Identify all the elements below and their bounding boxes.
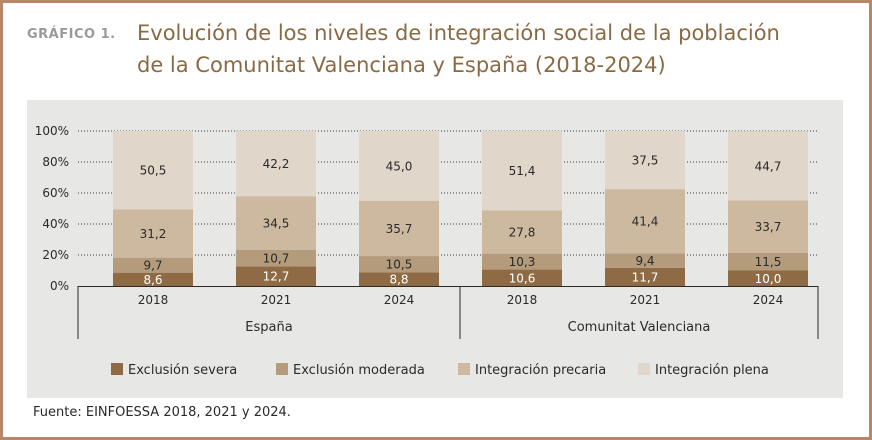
legend-label: Integración plena bbox=[655, 363, 769, 378]
bar-segment bbox=[359, 200, 439, 257]
legend-swatch bbox=[111, 363, 123, 375]
bar-value-label: 11,7 bbox=[632, 270, 659, 284]
bar-segment bbox=[236, 266, 316, 286]
bar-value-label: 42,2 bbox=[263, 157, 290, 171]
bar-segment bbox=[113, 209, 193, 258]
source-note: Fuente: EINFOESSA 2018, 2021 y 2024. bbox=[33, 405, 291, 420]
bar-value-label: 37,5 bbox=[632, 154, 659, 168]
stacked-bar-chart: 0% 20% 40% 60% 80% 100% 8,69,7 31,2 50,5 12,7 10,7… bbox=[35, 124, 819, 378]
legend-label: Exclusión moderada bbox=[293, 363, 425, 378]
bar-segment bbox=[728, 200, 808, 253]
bar-segment bbox=[359, 131, 439, 201]
bar-value-label: 10,6 bbox=[509, 271, 536, 285]
bar-segment bbox=[605, 131, 685, 190]
x-tick-label: 2018 bbox=[507, 293, 538, 307]
bar-value-label: 35,7 bbox=[386, 222, 413, 236]
x-tick-label: 2021 bbox=[630, 293, 661, 307]
bar-value-label: 10,3 bbox=[509, 255, 536, 269]
legend-swatch bbox=[276, 363, 288, 375]
y-tick-label: 60% bbox=[42, 186, 69, 200]
bar-value-label: 8,8 bbox=[389, 273, 408, 287]
bar-segment bbox=[605, 267, 685, 286]
bar-segment bbox=[236, 249, 316, 267]
y-tick-label: 40% bbox=[42, 217, 69, 231]
bar-segment bbox=[605, 189, 685, 254]
x-tick-label: 2024 bbox=[753, 293, 784, 307]
legend-swatch bbox=[638, 363, 650, 375]
bar-value-label: 27,8 bbox=[509, 226, 536, 240]
bar-value-label: 10,7 bbox=[263, 252, 290, 266]
y-tick-label: 20% bbox=[42, 248, 69, 262]
bar-segment bbox=[236, 130, 316, 197]
bar-segment bbox=[359, 256, 439, 273]
group-label: España bbox=[245, 320, 292, 335]
bar-value-label: 50,5 bbox=[140, 164, 167, 178]
bar-value-label: 8,6 bbox=[143, 273, 162, 287]
bar-value-label: 51,4 bbox=[509, 164, 536, 178]
bar-value-label: 9,7 bbox=[143, 259, 162, 273]
x-tick-label: 2018 bbox=[138, 293, 169, 307]
bar-segment bbox=[482, 210, 562, 254]
bar-segment bbox=[728, 252, 808, 271]
bar-segment bbox=[482, 130, 562, 211]
bar-value-label: 10,5 bbox=[386, 258, 413, 272]
bar-value-label: 41,4 bbox=[632, 215, 659, 229]
bar-segment bbox=[236, 196, 316, 250]
bar-value-label: 33,7 bbox=[755, 220, 782, 234]
y-tick-label: 80% bbox=[42, 155, 69, 169]
y-tick-label: 100% bbox=[35, 124, 69, 138]
bar-segment bbox=[728, 131, 808, 201]
bar-segment bbox=[728, 270, 808, 286]
legend-swatch bbox=[458, 363, 470, 375]
group-label: Comunitat Valenciana bbox=[568, 320, 711, 335]
bar-segment bbox=[482, 253, 562, 270]
bar-value-label: 11,5 bbox=[755, 255, 782, 269]
bar-segment bbox=[113, 131, 193, 210]
bar-segment bbox=[113, 272, 193, 286]
bar-value-label: 31,2 bbox=[140, 227, 167, 241]
bar-segment bbox=[482, 269, 562, 286]
chart-title-line-2: de la Comunitat Valenciana y España (201… bbox=[137, 53, 666, 77]
bar-value-label: 44,7 bbox=[755, 159, 782, 173]
bar-value-label: 12,7 bbox=[263, 270, 290, 284]
bar-value-label: 34,5 bbox=[263, 216, 290, 230]
legend-label: Exclusión severa bbox=[128, 363, 237, 378]
x-tick-label: 2021 bbox=[261, 293, 292, 307]
y-tick-label: 0% bbox=[50, 279, 69, 293]
legend-label: Integración precaria bbox=[475, 363, 606, 378]
chart-title: Evolución de los niveles de integración … bbox=[137, 17, 837, 81]
x-tick-label: 2024 bbox=[384, 293, 415, 307]
bar-value-label: 10,0 bbox=[755, 272, 782, 286]
bar-segment bbox=[113, 257, 193, 273]
figure-label: GRÁFICO 1. bbox=[27, 27, 116, 42]
bar-segment bbox=[359, 272, 439, 286]
chart-title-line-1: Evolución de los niveles de integración … bbox=[137, 21, 780, 45]
bar-value-label: 9,4 bbox=[635, 254, 654, 268]
bar-segment bbox=[605, 253, 685, 268]
bar-value-label: 45,0 bbox=[386, 159, 413, 173]
